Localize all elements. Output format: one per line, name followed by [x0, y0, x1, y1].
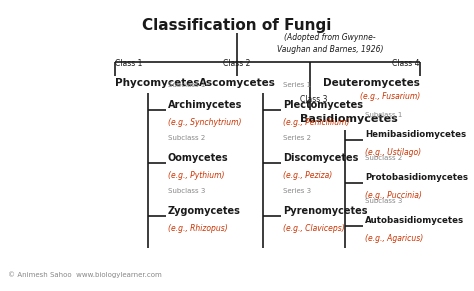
Text: Class 2: Class 2	[223, 59, 251, 68]
Text: Class 3: Class 3	[300, 95, 328, 104]
Text: Phycomycetes: Phycomycetes	[115, 78, 200, 88]
Text: (e.g., Puccinia): (e.g., Puccinia)	[365, 191, 422, 200]
Text: Class 1: Class 1	[115, 59, 142, 68]
Text: (e.g., Ustilago): (e.g., Ustilago)	[365, 148, 421, 157]
Text: Plectomycetes: Plectomycetes	[283, 100, 363, 110]
Text: Basidiomycetes: Basidiomycetes	[300, 114, 398, 124]
Text: Class 4: Class 4	[392, 59, 420, 68]
Text: Protobasidiomycetes: Protobasidiomycetes	[365, 173, 468, 182]
Text: (e.g., Rhizopus): (e.g., Rhizopus)	[168, 224, 228, 233]
Text: Subclass 3: Subclass 3	[168, 188, 205, 194]
Text: © Animesh Sahoo  www.biologylearner.com: © Animesh Sahoo www.biologylearner.com	[8, 271, 162, 278]
Text: Discomycetes: Discomycetes	[283, 153, 358, 163]
Text: Subclass 1: Subclass 1	[168, 82, 205, 88]
Text: Hemibasidiomycetes: Hemibasidiomycetes	[365, 130, 466, 139]
Text: Ascomycetes: Ascomycetes	[199, 78, 275, 88]
Text: Oomycetes: Oomycetes	[168, 153, 228, 163]
Text: (e.g., Agaricus): (e.g., Agaricus)	[365, 234, 423, 243]
Text: (e.g., Fusarium): (e.g., Fusarium)	[360, 92, 420, 101]
Text: Classification of Fungi: Classification of Fungi	[142, 18, 332, 33]
Text: (Adopted from Gwynne-
Vaughan and Barnes, 1926): (Adopted from Gwynne- Vaughan and Barnes…	[277, 33, 383, 54]
Text: Deuteromycetes: Deuteromycetes	[323, 78, 420, 88]
Text: Subclass 2: Subclass 2	[365, 155, 402, 161]
Text: (e.g., Synchytrium): (e.g., Synchytrium)	[168, 118, 241, 127]
Text: Archimycetes: Archimycetes	[168, 100, 242, 110]
Text: (e.g., Pythium): (e.g., Pythium)	[168, 171, 225, 180]
Text: Zygomycetes: Zygomycetes	[168, 206, 241, 216]
Text: Subclass 3: Subclass 3	[365, 198, 402, 204]
Text: Pyrenomycetes: Pyrenomycetes	[283, 206, 367, 216]
Text: (e.g., Claviceps): (e.g., Claviceps)	[283, 224, 345, 233]
Text: (e.g., Penicillium): (e.g., Penicillium)	[283, 118, 349, 127]
Text: Subclass 2: Subclass 2	[168, 135, 205, 141]
Text: Series 3: Series 3	[283, 188, 311, 194]
Text: (e.g., Peziza): (e.g., Peziza)	[283, 171, 332, 180]
Text: Series 2: Series 2	[283, 135, 311, 141]
Text: Series 1: Series 1	[283, 82, 311, 88]
Text: Subclass 1: Subclass 1	[365, 112, 402, 118]
Text: Autobasidiomycetes: Autobasidiomycetes	[365, 216, 464, 225]
